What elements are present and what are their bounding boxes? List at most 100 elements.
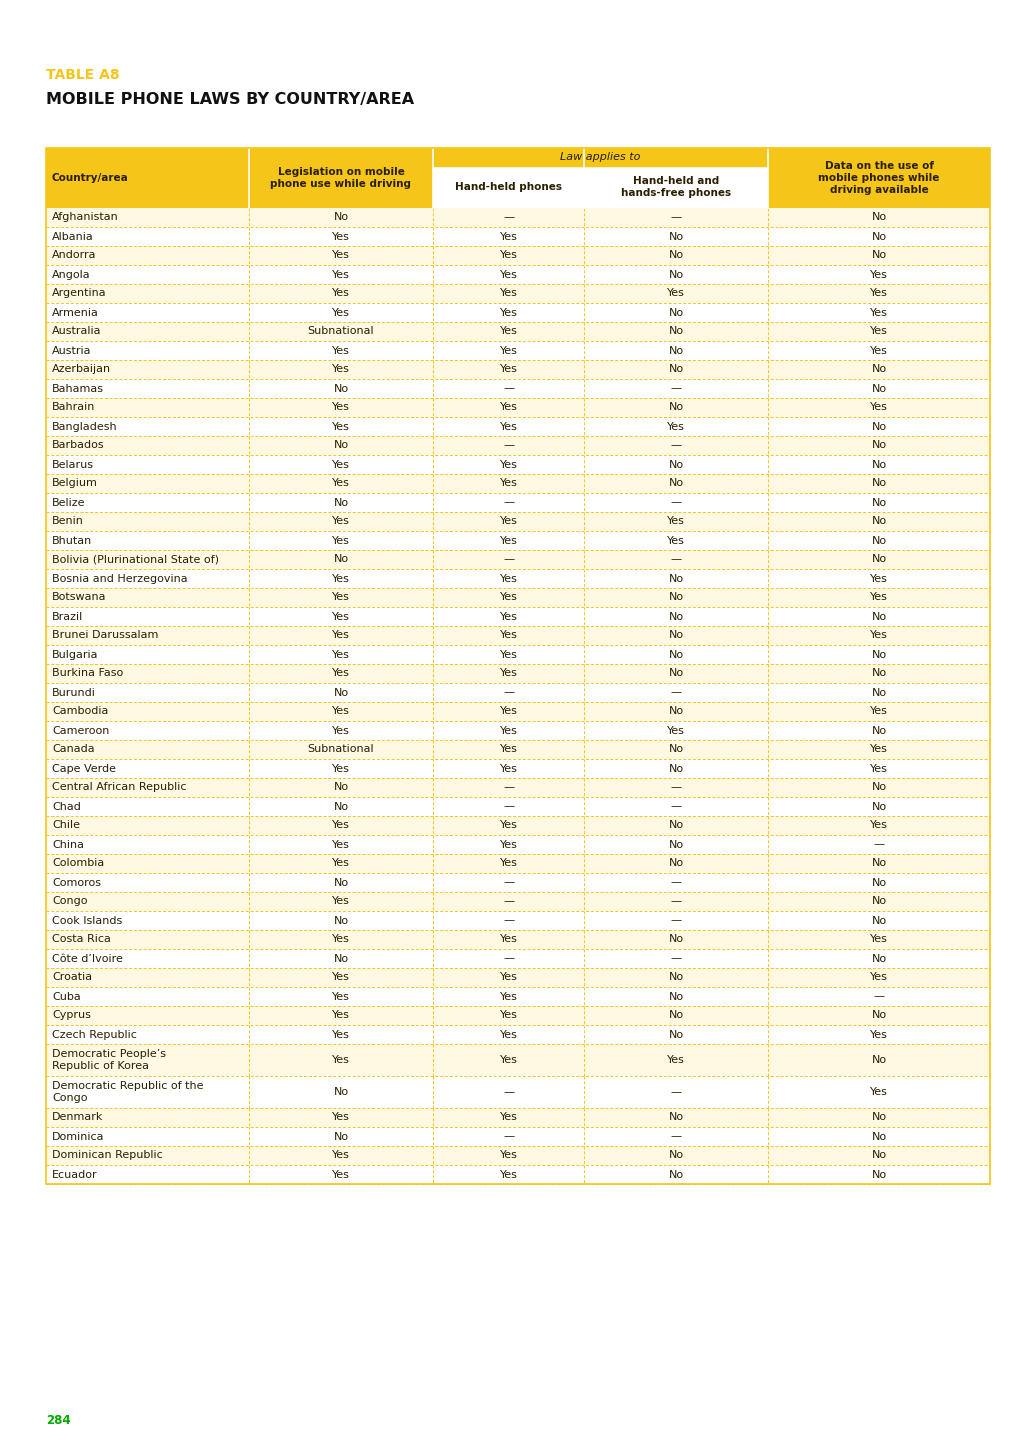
Text: No: No bbox=[667, 232, 683, 241]
Text: Yes: Yes bbox=[332, 1056, 350, 1066]
Bar bbox=[46, 417, 989, 435]
Text: Yes: Yes bbox=[666, 516, 685, 526]
Text: —: — bbox=[502, 688, 514, 698]
Text: Yes: Yes bbox=[332, 402, 350, 412]
Text: Legislation on mobile
phone use while driving: Legislation on mobile phone use while dr… bbox=[270, 167, 411, 189]
Bar bbox=[46, 645, 989, 663]
Text: No: No bbox=[870, 251, 886, 261]
Text: No: No bbox=[870, 212, 886, 222]
Text: —: — bbox=[669, 916, 681, 926]
Text: Yes: Yes bbox=[499, 365, 517, 375]
Text: Yes: Yes bbox=[499, 232, 517, 241]
Text: Yes: Yes bbox=[499, 992, 517, 1002]
Text: Burkina Faso: Burkina Faso bbox=[52, 669, 123, 679]
Text: Chad: Chad bbox=[52, 802, 81, 812]
Text: Yes: Yes bbox=[499, 288, 517, 298]
Text: Yes: Yes bbox=[332, 535, 350, 545]
Bar bbox=[46, 1107, 989, 1128]
Text: Yes: Yes bbox=[869, 1030, 888, 1040]
Bar bbox=[46, 721, 989, 740]
Text: No: No bbox=[667, 574, 683, 584]
Text: No: No bbox=[870, 365, 886, 375]
Text: Bahamas: Bahamas bbox=[52, 384, 104, 394]
Bar bbox=[46, 1007, 989, 1025]
Text: No: No bbox=[870, 497, 886, 508]
Text: —: — bbox=[669, 1087, 681, 1097]
Bar bbox=[46, 360, 989, 379]
Text: No: No bbox=[667, 365, 683, 375]
Text: Botswana: Botswana bbox=[52, 593, 106, 603]
Text: No: No bbox=[333, 878, 348, 887]
Text: Yes: Yes bbox=[332, 307, 350, 317]
Text: —: — bbox=[669, 897, 681, 907]
Text: Bahrain: Bahrain bbox=[52, 402, 96, 412]
Bar bbox=[46, 930, 989, 949]
Text: Yes: Yes bbox=[332, 725, 350, 735]
Text: No: No bbox=[870, 479, 886, 489]
Text: —: — bbox=[502, 783, 514, 793]
Text: Yes: Yes bbox=[666, 1056, 685, 1066]
Text: No: No bbox=[870, 916, 886, 926]
Text: Yes: Yes bbox=[869, 307, 888, 317]
Text: Yes: Yes bbox=[499, 820, 517, 831]
Bar bbox=[46, 247, 989, 265]
Bar bbox=[46, 663, 989, 684]
Text: Benin: Benin bbox=[52, 516, 84, 526]
Bar bbox=[46, 226, 989, 247]
Bar bbox=[46, 435, 989, 456]
Text: Yes: Yes bbox=[666, 725, 685, 735]
Text: Yes: Yes bbox=[869, 763, 888, 773]
Text: Yes: Yes bbox=[499, 934, 517, 945]
Text: No: No bbox=[333, 916, 348, 926]
Text: Yes: Yes bbox=[499, 630, 517, 640]
Bar bbox=[46, 607, 989, 626]
Text: Yes: Yes bbox=[332, 421, 350, 431]
Text: Ecuador: Ecuador bbox=[52, 1169, 98, 1180]
Text: No: No bbox=[667, 479, 683, 489]
Text: Yes: Yes bbox=[499, 1151, 517, 1161]
Text: Central African Republic: Central African Republic bbox=[52, 783, 186, 793]
Text: No: No bbox=[667, 669, 683, 679]
Text: No: No bbox=[667, 820, 683, 831]
Text: TABLE A8: TABLE A8 bbox=[46, 68, 119, 82]
Text: Yes: Yes bbox=[332, 992, 350, 1002]
Text: No: No bbox=[870, 1151, 886, 1161]
Bar bbox=[46, 208, 989, 226]
Text: Belgium: Belgium bbox=[52, 479, 98, 489]
Text: Andorra: Andorra bbox=[52, 251, 97, 261]
Text: Bangladesh: Bangladesh bbox=[52, 421, 117, 431]
Bar bbox=[433, 166, 767, 208]
Text: No: No bbox=[333, 953, 348, 963]
Bar bbox=[46, 549, 989, 570]
Text: Yes: Yes bbox=[499, 649, 517, 659]
Bar bbox=[46, 684, 989, 702]
Text: Yes: Yes bbox=[869, 1087, 888, 1097]
Text: Yes: Yes bbox=[869, 744, 888, 754]
Text: No: No bbox=[667, 270, 683, 280]
Text: Yes: Yes bbox=[869, 972, 888, 982]
Text: Hand-held phones: Hand-held phones bbox=[454, 182, 561, 192]
Text: Yes: Yes bbox=[332, 1151, 350, 1161]
Bar bbox=[46, 986, 989, 1007]
Text: Cook Islands: Cook Islands bbox=[52, 916, 122, 926]
Text: Yes: Yes bbox=[332, 972, 350, 982]
Text: Yes: Yes bbox=[666, 421, 685, 431]
Text: Yes: Yes bbox=[499, 460, 517, 470]
Text: No: No bbox=[870, 232, 886, 241]
Text: Barbados: Barbados bbox=[52, 440, 105, 450]
Text: China: China bbox=[52, 839, 84, 849]
Text: No: No bbox=[667, 934, 683, 945]
Text: Cape Verde: Cape Verde bbox=[52, 763, 116, 773]
Text: —: — bbox=[669, 878, 681, 887]
Text: No: No bbox=[870, 802, 886, 812]
Text: No: No bbox=[870, 1011, 886, 1021]
Text: No: No bbox=[667, 992, 683, 1002]
Text: No: No bbox=[870, 611, 886, 622]
Text: No: No bbox=[870, 858, 886, 868]
Bar bbox=[46, 893, 989, 911]
Text: —: — bbox=[669, 802, 681, 812]
Text: Yes: Yes bbox=[332, 251, 350, 261]
Text: Yes: Yes bbox=[499, 669, 517, 679]
Text: Croatia: Croatia bbox=[52, 972, 92, 982]
Text: Yes: Yes bbox=[332, 365, 350, 375]
